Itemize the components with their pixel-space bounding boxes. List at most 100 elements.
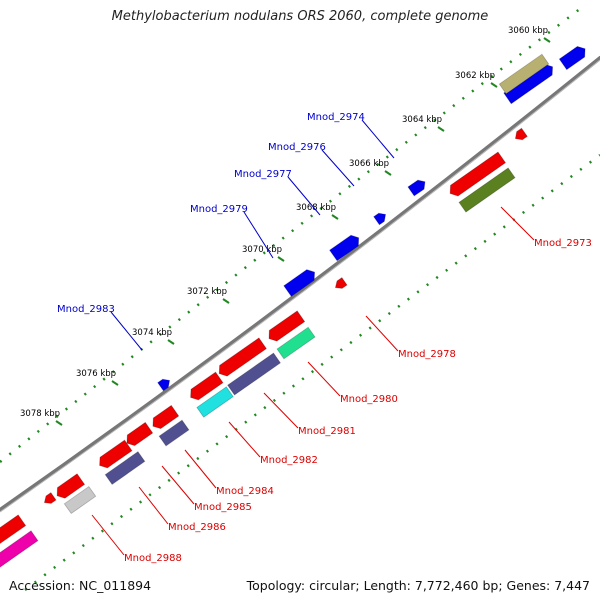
- reverse-gene-label: Mnod_2981: [298, 426, 356, 437]
- gene-reverse-bar-shade: [295, 308, 305, 322]
- gene-reverse-bar: [190, 369, 224, 401]
- cog-bar-slate: [225, 350, 281, 396]
- tick-mark: [111, 380, 119, 386]
- reverse-gene-label-leader: [263, 392, 299, 429]
- cog-bar-magenta-body: [0, 530, 39, 568]
- tick-mark: [543, 37, 551, 43]
- gene-reverse-bar-body: [99, 439, 133, 469]
- gene-forward-bar: [372, 210, 387, 226]
- cog-bar-darkolive-shade: [457, 165, 509, 203]
- gene-reverse-bar-shade: [519, 125, 528, 137]
- tick-label: 3060 kbp: [508, 26, 548, 36]
- gene-reverse-bar: [99, 437, 133, 469]
- forward-gene-label: Mnod_2979: [190, 204, 248, 215]
- reverse-gene-label: Mnod_2986: [168, 522, 226, 533]
- tick-mark: [167, 339, 175, 345]
- cog-bar-slate-body: [104, 451, 146, 485]
- cog-bar-cyan-shade: [195, 384, 227, 408]
- cog-bar-magenta-shade: [0, 528, 31, 553]
- cog-bar-green-shade: [275, 324, 309, 349]
- gene-reverse-bar-body: [0, 514, 27, 545]
- gene-forward-bar: [327, 232, 360, 262]
- gene-reverse-bar-body: [334, 277, 348, 289]
- cog-bar-grey: [62, 484, 97, 515]
- forward-gene-label: Mnod_2976: [268, 142, 326, 153]
- cog-bar-slate-shade: [157, 417, 182, 437]
- reverse-gene-label-leader: [307, 361, 341, 397]
- forward-gene-label-leader: [243, 211, 274, 259]
- gene-reverse-bar: [43, 490, 57, 504]
- tick-mark: [222, 298, 230, 304]
- reverse-gene-label: Mnod_2988: [124, 553, 182, 564]
- gene-reverse-bar-body: [152, 404, 180, 430]
- cog-bar-slate-body: [227, 352, 281, 396]
- gene-reverse-bar: [56, 471, 86, 499]
- cog-bar-slate-body: [158, 419, 190, 447]
- cog-bar-cyan-body: [196, 386, 234, 418]
- tick-label: 3064 kbp: [402, 115, 442, 125]
- tick-guide-outer: [0, 4, 586, 463]
- map-title: Methylobacterium nodulans ORS 2060, comp…: [111, 9, 489, 24]
- gene-reverse-bar: [0, 512, 27, 545]
- forward-gene-label-leader: [110, 311, 143, 351]
- reverse-gene-label: Mnod_2984: [216, 486, 274, 497]
- gene-reverse-bar: [152, 402, 180, 430]
- gene-reverse-bar: [126, 419, 154, 447]
- cog-bar-green: [275, 324, 316, 360]
- gene-reverse-bar-body: [56, 473, 86, 499]
- gene-reverse-bar-shade: [213, 369, 223, 383]
- gene-forward-bar-shade: [372, 210, 379, 217]
- gene-reverse-bar-shade: [16, 512, 26, 526]
- cog-bar-slate: [157, 417, 190, 447]
- cog-bar-cyan: [195, 384, 234, 418]
- forward-gene-label-leader: [321, 149, 355, 187]
- gene-forward-bar-body: [558, 45, 586, 71]
- tick-mark: [384, 170, 392, 176]
- gene-reverse-bar-body: [514, 127, 528, 141]
- gene-forward-bar-body: [283, 269, 316, 297]
- gene-reverse-bar-body: [126, 421, 154, 447]
- cog-bar-slate-shade: [103, 449, 138, 475]
- tick-label: 3074 kbp: [132, 328, 172, 338]
- forward-gene-label: Mnod_2977: [234, 169, 292, 180]
- gene-forward-bar-body: [407, 179, 426, 197]
- reverse-gene-label-leader: [138, 486, 169, 525]
- tick-label: 3068 kbp: [296, 203, 336, 213]
- tick-label: 3062 kbp: [455, 71, 495, 81]
- forward-gene-label: Mnod_2974: [307, 112, 365, 123]
- tick-label: 3076 kbp: [76, 369, 116, 379]
- gene-reverse-bar: [334, 275, 348, 289]
- tick-label: 3072 kbp: [187, 287, 227, 297]
- gene-forward-bar-shade: [557, 43, 578, 59]
- tick-mark: [331, 214, 339, 220]
- gene-reverse-bar: [218, 335, 267, 377]
- reverse-gene-label: Mnod_2985: [194, 502, 252, 513]
- cog-bar-green-body: [276, 326, 316, 360]
- gene-forward-bar: [282, 267, 316, 297]
- gene-forward-bar-shade: [406, 177, 418, 187]
- cog-bar-grey-shade: [62, 484, 89, 504]
- cog-bar-darkolive-body: [458, 167, 516, 213]
- accession-text: Accession: NC_011894: [9, 578, 152, 593]
- gene-forward-bar-body: [157, 378, 171, 392]
- gene-reverse-bar: [449, 149, 507, 197]
- cog-bar-slate: [103, 449, 146, 485]
- gene-reverse-bar-shade: [340, 275, 347, 285]
- tick-mark: [490, 82, 498, 88]
- gene-forward-bar-body: [373, 212, 387, 226]
- gene-forward-bar: [557, 43, 586, 71]
- gene-forward-bar-shade: [282, 267, 307, 286]
- gene-reverse-bar: [268, 308, 306, 342]
- cog-bar-slate-shade: [225, 350, 274, 386]
- reverse-gene-label: Mnod_2973: [534, 238, 592, 249]
- reverse-gene-label-leader: [91, 514, 125, 556]
- gene-forward-bar: [156, 376, 171, 392]
- tick-label: 3070 kbp: [242, 245, 282, 255]
- cog-bar-olive: [497, 51, 550, 95]
- genome-backbone: [0, 56, 600, 512]
- tick-label: 3078 kbp: [20, 409, 60, 419]
- gene-reverse-bar-shade: [122, 437, 132, 451]
- forward-gene-label-leader: [361, 119, 395, 159]
